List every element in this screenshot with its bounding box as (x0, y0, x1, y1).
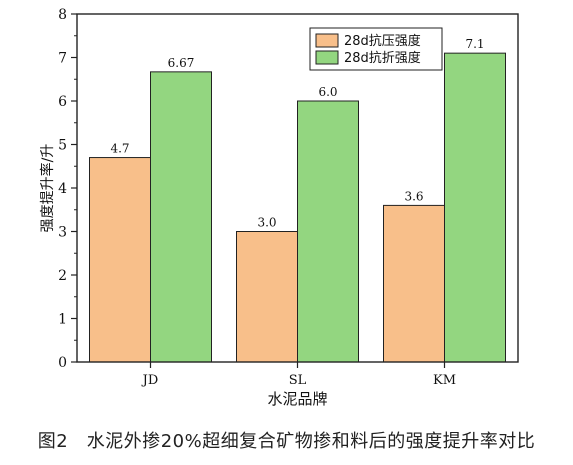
data-label: 6.67 (168, 56, 195, 70)
figure-caption: 图2 水泥外掺20%超细复合矿物掺和料后的强度提升率对比 (37, 431, 536, 452)
y-tick-label: 8 (58, 7, 67, 23)
x-axis-label: 水泥品牌 (267, 390, 327, 408)
data-label: 7.1 (465, 37, 484, 51)
y-tick-label: 3 (58, 225, 67, 241)
y-tick-label: 5 (58, 138, 67, 154)
bar-flexural-km (444, 52, 506, 363)
y-tick-label: 4 (58, 181, 67, 197)
bar-flexural-jd (150, 71, 212, 363)
x-tick-label: KM (433, 373, 456, 388)
legend-label: 28d抗压强度 (344, 33, 421, 49)
data-label: 3.0 (257, 216, 276, 230)
y-axis-label: 强度提升率/升 (39, 144, 56, 233)
bar-flexural-sl (297, 100, 359, 363)
legend-swatch (315, 50, 339, 65)
y-tick-label: 2 (58, 268, 67, 284)
data-label: 3.6 (404, 189, 423, 203)
data-label: 6.0 (318, 85, 337, 99)
bar-chart: 4.7 3.0 3.6 6.67 6.0 7.1 0 1 2 3 4 5 6 7 8 JD SL KM 水泥品牌 强度… (39, 7, 519, 408)
x-tick-label: SL (289, 373, 307, 388)
data-label: 4.7 (110, 142, 129, 156)
x-tick-label: JD (141, 373, 159, 388)
y-tick-label: 6 (58, 94, 67, 110)
legend-label: 28d抗折强度 (344, 50, 421, 66)
y-tick-label: 7 (58, 51, 67, 67)
legend-swatch (315, 33, 339, 48)
y-tick-label: 1 (58, 312, 67, 328)
bar-compressive-jd (89, 157, 151, 363)
bar-compressive-km (383, 204, 445, 363)
bar-compressive-sl (236, 231, 298, 363)
y-tick-label: 0 (58, 355, 67, 371)
